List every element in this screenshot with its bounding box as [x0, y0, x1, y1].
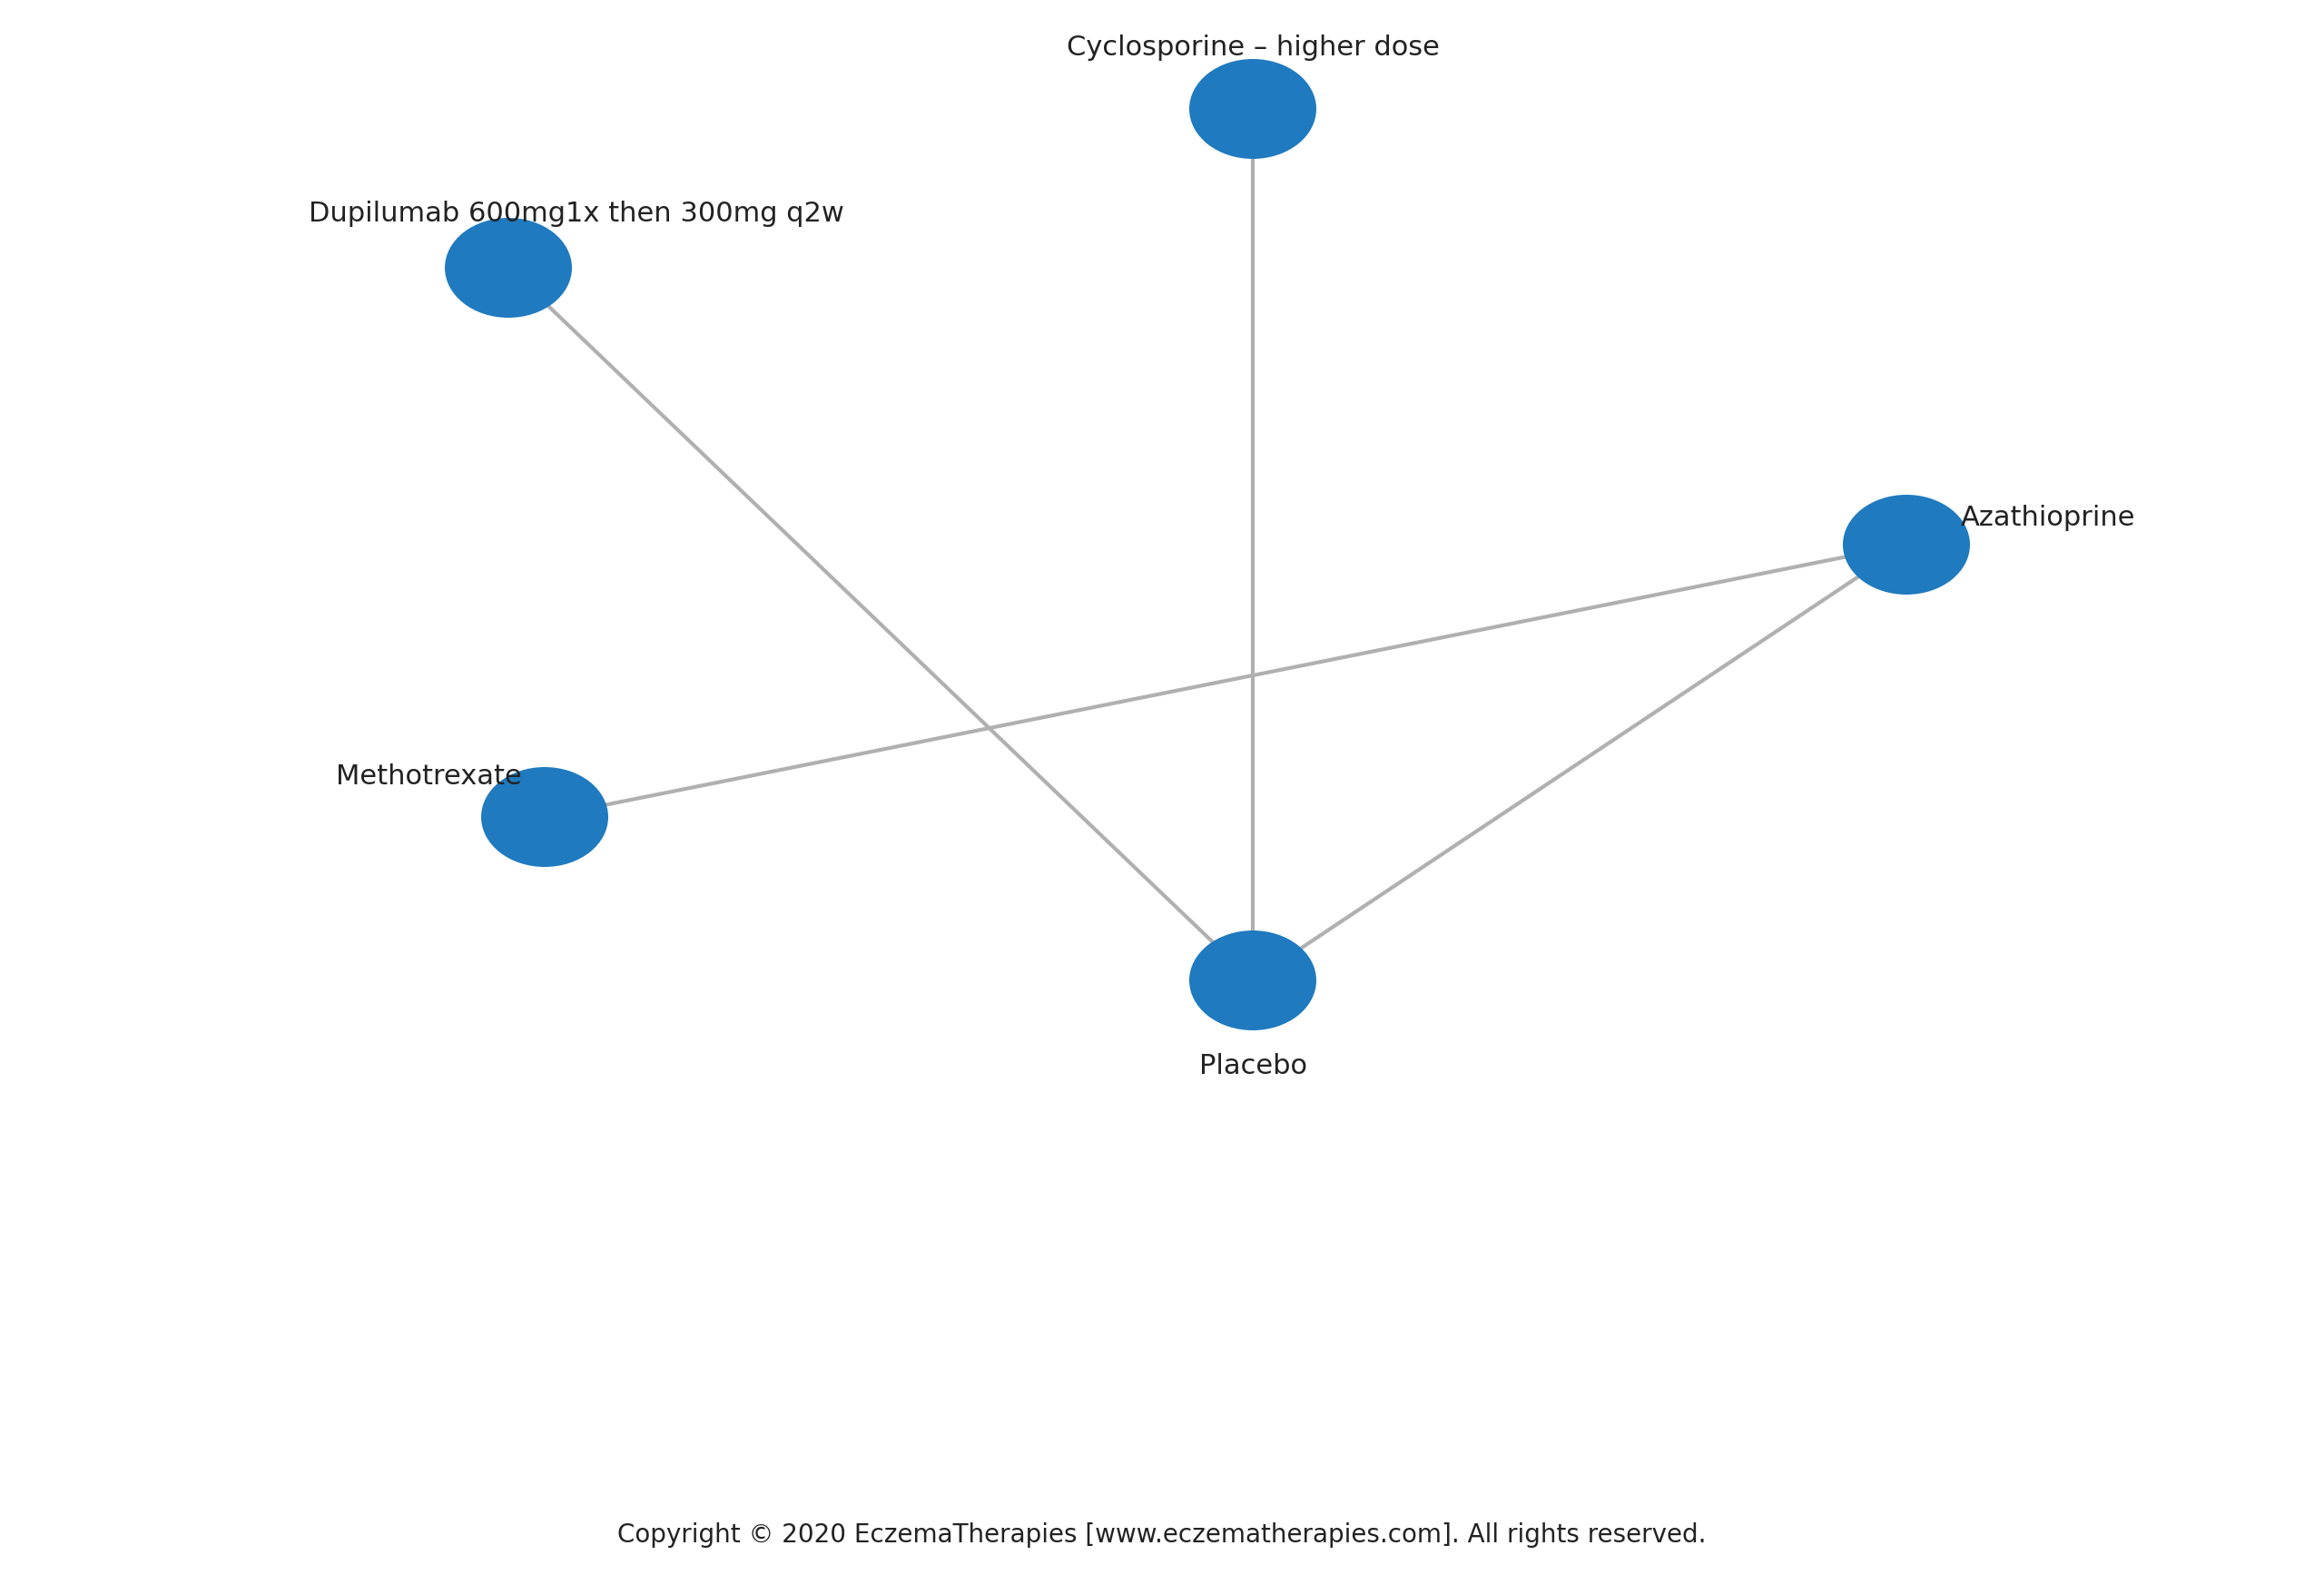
Text: Placebo: Placebo	[1199, 1054, 1306, 1079]
Ellipse shape	[444, 217, 572, 318]
Text: Azathioprine: Azathioprine	[1961, 504, 2136, 531]
Ellipse shape	[1843, 495, 1971, 595]
Text: Dupilumab 600mg1x then 300mg q2w: Dupilumab 600mg1x then 300mg q2w	[309, 200, 844, 227]
Ellipse shape	[1190, 58, 1315, 159]
Text: Cyclosporine – higher dose: Cyclosporine – higher dose	[1067, 35, 1439, 61]
Ellipse shape	[1190, 931, 1315, 1030]
Text: Copyright © 2020 EczemaTherapies [www.eczematherapies.com]. All rights reserved.: Copyright © 2020 EczemaTherapies [www.ec…	[618, 1523, 1706, 1548]
Ellipse shape	[481, 767, 609, 866]
Text: Methotrexate: Methotrexate	[337, 764, 523, 789]
